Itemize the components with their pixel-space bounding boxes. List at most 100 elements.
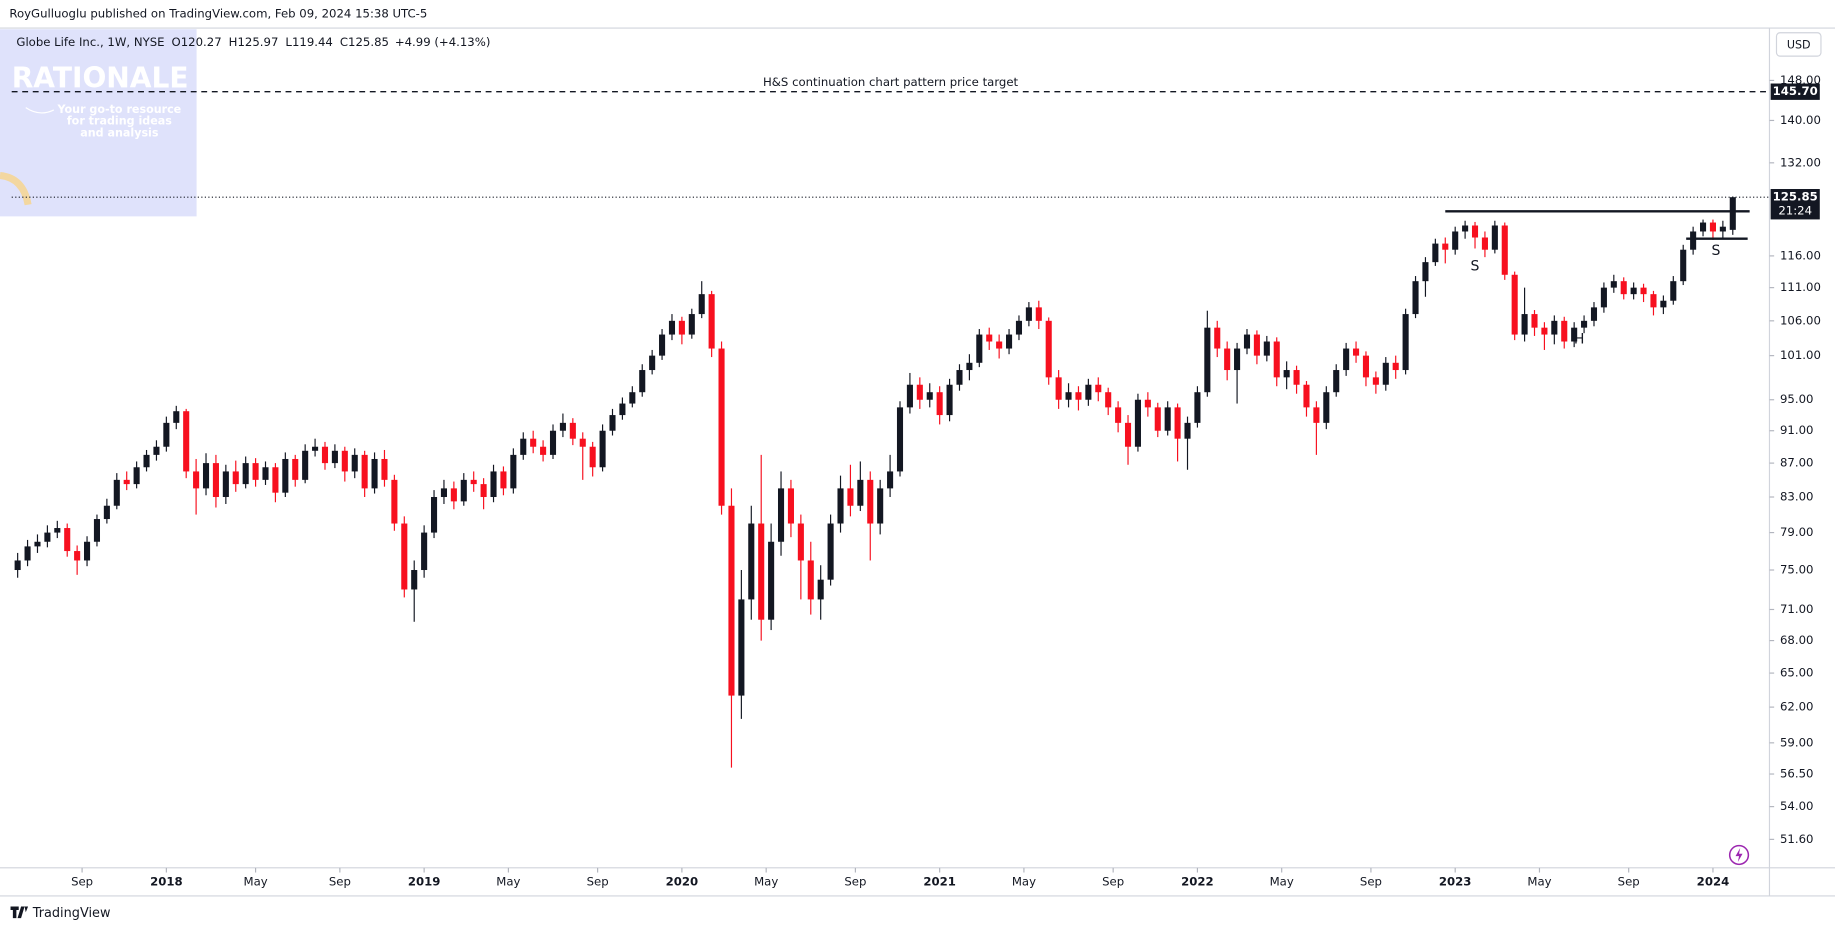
watermark-swoosh xyxy=(25,107,55,114)
candle-body xyxy=(569,422,576,439)
candle-body xyxy=(857,479,864,506)
candle-body xyxy=(500,471,507,489)
watermark-arc xyxy=(0,171,32,206)
candle-body xyxy=(1273,341,1280,378)
y-tick-label: 148.00 xyxy=(1780,73,1821,87)
candle-body xyxy=(460,479,467,502)
candle-body xyxy=(1164,407,1171,431)
legend-ohlc-label: C xyxy=(340,35,348,49)
candle-body xyxy=(252,463,259,480)
candle-body xyxy=(1006,334,1013,349)
candle-body xyxy=(14,560,21,571)
candle-body xyxy=(520,438,527,455)
candle-body xyxy=(153,446,160,455)
candle-body xyxy=(1115,407,1122,423)
legend-ohlc-value: 125.85 xyxy=(348,35,389,49)
candle-body xyxy=(1699,222,1707,232)
x-tick-label: 2021 xyxy=(923,874,956,888)
candle-body xyxy=(748,523,755,600)
candle-body xyxy=(1590,307,1598,321)
pattern-label: S xyxy=(1471,259,1480,275)
y-tick-label: 65.00 xyxy=(1780,666,1813,680)
candle-body xyxy=(1055,377,1062,400)
candle-body xyxy=(1174,407,1181,439)
last-price-label: 125.85 xyxy=(1773,190,1818,204)
x-tick-label: May xyxy=(1012,874,1036,888)
footer-brand[interactable]: TradingView xyxy=(32,906,111,921)
x-tick-label: Sep xyxy=(587,874,609,888)
candle-body xyxy=(1234,348,1241,371)
candle-body xyxy=(113,479,120,506)
candle-body xyxy=(1224,348,1231,371)
alert-bolt[interactable] xyxy=(1735,847,1743,862)
currency-button[interactable]: USD xyxy=(1775,32,1822,57)
y-tick-label: 71.00 xyxy=(1780,602,1813,616)
currency-box[interactable] xyxy=(1775,32,1822,57)
candle-body xyxy=(777,488,785,542)
candle-body xyxy=(1521,314,1528,335)
target-price-label: 145.70 xyxy=(1773,84,1818,98)
watermark-box xyxy=(0,29,197,217)
x-tick-label: Sep xyxy=(71,874,93,888)
candle-body xyxy=(1085,384,1092,400)
x-tick-label: Sep xyxy=(1102,874,1124,888)
currency[interactable]: USD xyxy=(1787,39,1811,52)
candle-body xyxy=(391,479,398,524)
legend: Globe Life Inc., 1W, NYSE O120.27 H125.97 L… xyxy=(16,35,490,49)
candle-body xyxy=(1600,287,1607,308)
candle-body xyxy=(1134,399,1141,447)
alert-icon[interactable] xyxy=(1728,844,1750,866)
candle-body xyxy=(1293,370,1300,385)
x-tick-label: May xyxy=(1527,874,1551,888)
y-tick-label: 106.00 xyxy=(1780,313,1821,327)
legend-ohlc-value: 120.27 xyxy=(181,35,222,49)
x-tick-label: Sep xyxy=(1360,874,1382,888)
y-tick-label: 95.00 xyxy=(1780,392,1813,406)
pattern-label: S xyxy=(1711,243,1720,259)
candle-body xyxy=(817,579,824,600)
x-tick-label: 2024 xyxy=(1697,874,1730,888)
candle-body xyxy=(956,370,963,385)
candle-body xyxy=(510,454,517,489)
candle-body xyxy=(996,341,1003,349)
y-tick-label: 79.00 xyxy=(1780,525,1813,539)
candle-body xyxy=(936,392,943,416)
candle-body xyxy=(1323,392,1330,423)
candle-body xyxy=(1333,370,1340,393)
candle-body xyxy=(1412,281,1419,315)
x-tick-label: 2023 xyxy=(1439,874,1472,888)
candle-body xyxy=(549,430,557,455)
candle-body xyxy=(450,488,457,502)
candle-body xyxy=(688,314,695,335)
candle-body xyxy=(1045,320,1052,378)
candle-body xyxy=(728,505,735,696)
candle-body xyxy=(93,519,101,542)
legend-ohlc-label: L xyxy=(285,35,292,49)
candle-body xyxy=(1144,399,1151,408)
candle-body xyxy=(272,467,279,493)
x-tick-label: May xyxy=(1270,874,1294,888)
candle-body xyxy=(1035,307,1042,321)
candle-body xyxy=(1283,370,1290,378)
x-tick-label: Sep xyxy=(844,874,866,888)
candle-body xyxy=(470,479,477,485)
candle-body xyxy=(787,488,794,524)
candle-body xyxy=(331,450,338,464)
candle-body xyxy=(1511,274,1518,335)
candle-body xyxy=(202,463,210,489)
candle-body xyxy=(559,422,566,431)
candle-body xyxy=(1025,307,1032,321)
candle-body xyxy=(1481,237,1488,250)
candle-body xyxy=(1243,334,1251,349)
candle-body xyxy=(649,355,656,371)
candle-body xyxy=(1392,362,1399,371)
candle-body xyxy=(1372,377,1379,385)
candle-body xyxy=(1491,225,1498,250)
candle-body xyxy=(371,458,378,489)
x-tick-label: 2022 xyxy=(1181,874,1214,888)
candle-body xyxy=(1362,355,1370,378)
candle-body xyxy=(797,523,804,561)
candle-body xyxy=(381,458,388,480)
candle-body xyxy=(1432,243,1439,263)
